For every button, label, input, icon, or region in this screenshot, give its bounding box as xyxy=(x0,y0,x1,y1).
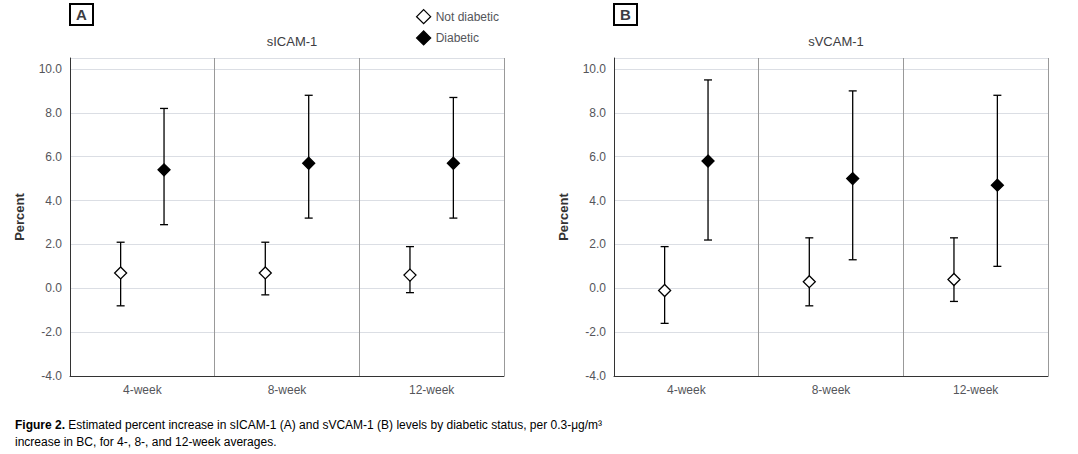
svg-text:increase in BC, for 4-, 8-, an: increase in BC, for 4-, 8-, and 12-week … xyxy=(15,435,276,449)
svg-text:sVCAM-1: sVCAM-1 xyxy=(808,34,864,49)
svg-text:-2.0: -2.0 xyxy=(41,325,62,339)
svg-text:4.0: 4.0 xyxy=(589,194,606,208)
svg-text:0.0: 0.0 xyxy=(589,281,606,295)
svg-text:4.0: 4.0 xyxy=(45,194,62,208)
svg-text:-2.0: -2.0 xyxy=(585,325,606,339)
svg-text:12-week: 12-week xyxy=(953,383,999,397)
svg-text:-4.0: -4.0 xyxy=(585,369,606,383)
svg-text:Estimated percent increase in: Estimated percent increase in sICAM-1 (​… xyxy=(65,418,602,432)
svg-text:10.0: 10.0 xyxy=(583,62,607,76)
svg-text:6.0: 6.0 xyxy=(45,150,62,164)
svg-text:2.0: 2.0 xyxy=(45,237,62,251)
svg-text:A: A xyxy=(76,6,87,23)
svg-text:4-week: 4-week xyxy=(667,383,707,397)
svg-text:Figure 2.: Figure 2. xyxy=(15,418,65,432)
svg-text:10.0: 10.0 xyxy=(39,62,63,76)
svg-text:-4.0: -4.0 xyxy=(41,369,62,383)
svg-text:8.0: 8.0 xyxy=(45,106,62,120)
svg-text:Not diabetic: Not diabetic xyxy=(436,10,499,24)
svg-text:12-week: 12-week xyxy=(409,383,455,397)
svg-text:Diabetic: Diabetic xyxy=(436,31,479,45)
svg-text:8-week: 8-week xyxy=(812,383,852,397)
svg-text:8.0: 8.0 xyxy=(589,106,606,120)
svg-text:4-week: 4-week xyxy=(123,383,163,397)
svg-text:Percent: Percent xyxy=(12,192,27,240)
svg-text:0.0: 0.0 xyxy=(45,281,62,295)
svg-text:Percent: Percent xyxy=(556,192,571,240)
svg-text:2.0: 2.0 xyxy=(589,237,606,251)
svg-text:8-week: 8-week xyxy=(268,383,308,397)
svg-text:B: B xyxy=(620,6,631,23)
svg-text:sICAM-1: sICAM-1 xyxy=(267,34,318,49)
svg-text:6.0: 6.0 xyxy=(589,150,606,164)
